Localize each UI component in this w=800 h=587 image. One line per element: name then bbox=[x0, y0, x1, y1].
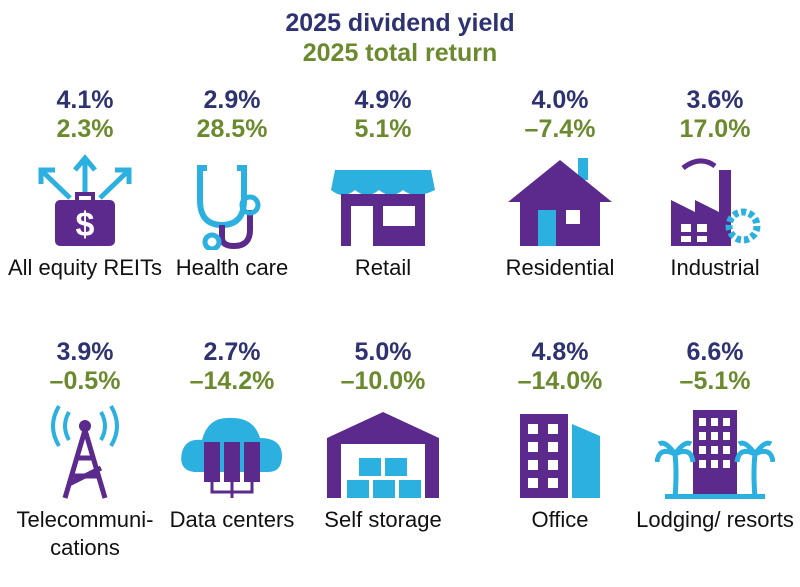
total-return-value: 5.1% bbox=[354, 115, 412, 143]
sector-self-storage: 5.0% –10.0% Self storage bbox=[303, 338, 463, 534]
legend-total-return: 2025 total return bbox=[302, 39, 498, 67]
sector-telecommuni-cations: 3.9% –0.5% Telecommuni-cations bbox=[5, 338, 165, 562]
briefcase-dollar-arrows-icon: $ bbox=[38, 154, 132, 246]
factory-icon bbox=[671, 158, 761, 246]
legend: 2025 dividend yield 2025 total return bbox=[0, 8, 800, 68]
svg-text:$: $ bbox=[76, 206, 95, 244]
sector-lodging-resorts: 6.6% –5.1% Lodging/ resorts bbox=[635, 338, 795, 534]
sector-label: Industrial bbox=[670, 255, 760, 280]
total-return-value: –14.2% bbox=[189, 367, 275, 395]
sector-label: Office bbox=[531, 507, 589, 532]
total-return-value: 17.0% bbox=[679, 115, 751, 143]
sector-label: Health care bbox=[175, 255, 289, 280]
hotel-palm-icon bbox=[655, 410, 775, 499]
dividend-yield-value: 2.9% bbox=[203, 86, 261, 114]
sector-label: Lodging/ resorts bbox=[636, 507, 794, 532]
dividend-yield-value: 4.1% bbox=[56, 86, 114, 114]
legend-dividend-yield: 2025 dividend yield bbox=[285, 9, 515, 37]
sector-label: Telecommuni-cations bbox=[16, 507, 154, 560]
dividend-yield-value: 5.0% bbox=[354, 338, 412, 366]
sector-label: All equity REITs bbox=[7, 255, 163, 280]
dividend-yield-value: 6.6% bbox=[686, 338, 744, 366]
cell-tower-icon bbox=[51, 404, 119, 499]
storefront-icon bbox=[331, 170, 435, 246]
cloud-server-icon bbox=[181, 417, 282, 498]
total-return-value: 28.5% bbox=[196, 115, 268, 143]
sector-residential: 4.0% –7.4% Residential bbox=[480, 86, 640, 282]
stethoscope-icon bbox=[197, 165, 261, 250]
sector-industrial: 3.6% 17.0% Industrial bbox=[635, 86, 795, 282]
total-return-value: –10.0% bbox=[340, 367, 426, 395]
dividend-yield-value: 4.8% bbox=[531, 338, 589, 366]
sector-data-centers: 2.7% –14.2% Data centers bbox=[152, 338, 312, 534]
office-building-icon bbox=[520, 414, 600, 498]
total-return-value: 2.3% bbox=[56, 115, 114, 143]
total-return-value: –14.0% bbox=[517, 367, 603, 395]
sector-office: 4.8% –14.0% Office bbox=[480, 338, 640, 534]
dividend-yield-value: 4.0% bbox=[531, 86, 589, 114]
sector-label: Retail bbox=[354, 255, 412, 280]
dividend-yield-value: 4.9% bbox=[354, 86, 412, 114]
sector-label: Residential bbox=[505, 255, 615, 280]
total-return-value: –0.5% bbox=[49, 367, 121, 395]
storage-warehouse-icon bbox=[327, 412, 439, 498]
sector-label: Data centers bbox=[169, 507, 295, 532]
dividend-yield-value: 3.6% bbox=[686, 86, 744, 114]
total-return-value: –7.4% bbox=[524, 115, 596, 143]
sector-retail: 4.9% 5.1% Retail bbox=[303, 86, 463, 282]
sector-all-equity-reits: 4.1% 2.3% $ All equity REITs bbox=[5, 86, 165, 282]
sector-health-care: 2.9% 28.5% Health care bbox=[152, 86, 312, 282]
dividend-yield-value: 3.9% bbox=[56, 338, 114, 366]
house-icon bbox=[508, 158, 612, 246]
total-return-value: –5.1% bbox=[679, 367, 751, 395]
dividend-yield-value: 2.7% bbox=[203, 338, 261, 366]
sector-label: Self storage bbox=[324, 507, 442, 532]
